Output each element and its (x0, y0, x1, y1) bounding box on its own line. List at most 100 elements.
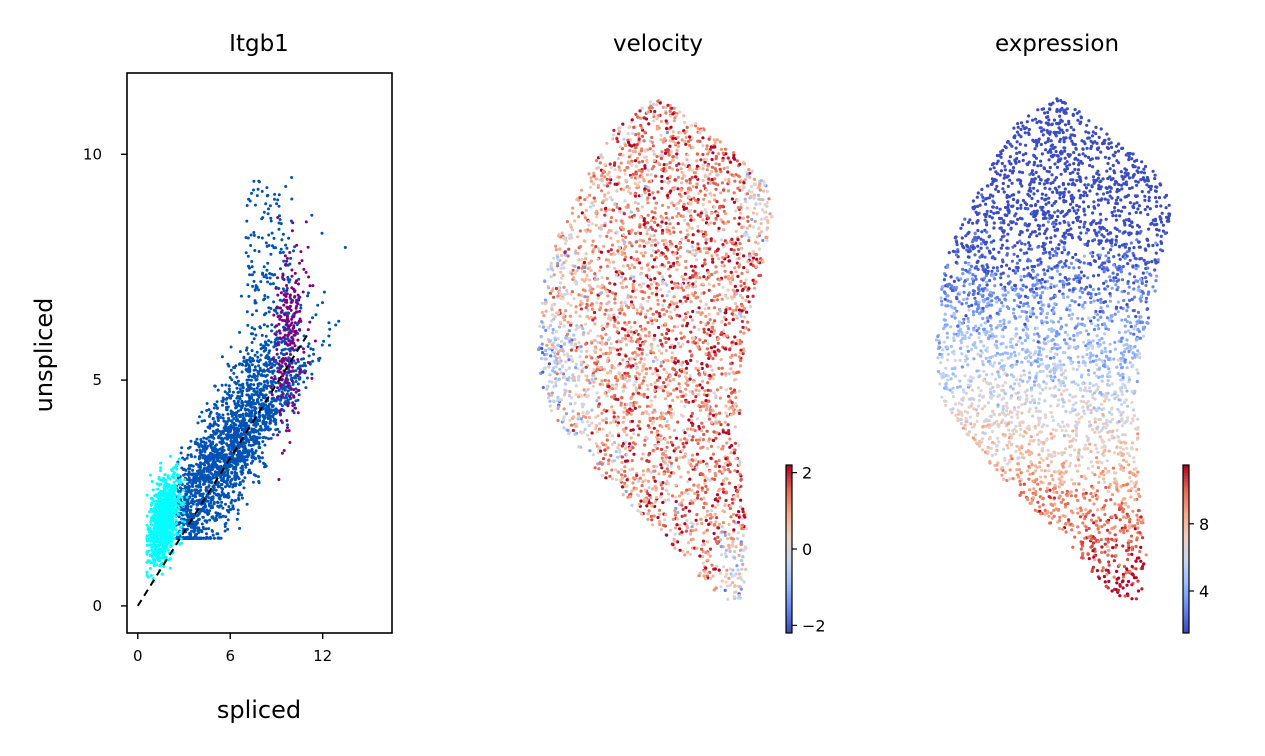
p2-point (563, 382, 568, 386)
itgb1-point (152, 535, 156, 538)
itgb1-points (145, 176, 347, 583)
itgb1-point (163, 473, 167, 476)
itgb1-point (214, 453, 218, 457)
p2-point (683, 513, 687, 518)
itgb1-point (179, 451, 183, 455)
itgb1-point (244, 441, 247, 445)
p2-point (650, 135, 654, 140)
p2-point (720, 525, 724, 529)
itgb1-point (211, 416, 215, 420)
itgb1-point (149, 473, 152, 477)
itgb1-point (233, 380, 237, 384)
itgb1-point (213, 462, 217, 466)
p2-point (742, 232, 747, 236)
p2-point (718, 571, 723, 575)
itgb1-point (251, 284, 255, 288)
p2-point (562, 426, 566, 430)
itgb1-point (212, 476, 216, 480)
itgb1-point (180, 519, 184, 523)
p2-point (578, 229, 582, 233)
p2-point (715, 298, 720, 302)
itgb1-point (273, 332, 277, 336)
itgb1-point (270, 329, 274, 333)
p2-point (655, 310, 659, 314)
itgb1-point (259, 398, 263, 402)
itgb1-point (236, 462, 240, 466)
itgb1-point (160, 572, 164, 576)
itgb1-point (285, 246, 289, 250)
itgb1-point (272, 300, 276, 304)
itgb1-point (146, 575, 150, 579)
itgb1-point (193, 455, 197, 459)
itgb1-point (234, 419, 238, 422)
p2-point (609, 248, 613, 252)
itgb1-point (276, 386, 280, 390)
itgb1-point (276, 293, 280, 297)
itgb1-point (296, 338, 300, 342)
itgb1-point (209, 455, 213, 459)
itgb1-point (244, 251, 248, 255)
p2-point (681, 507, 685, 511)
p2-point (573, 219, 577, 223)
p2-point (643, 225, 647, 229)
panel-title-itgb1: Itgb1 (229, 31, 289, 57)
itgb1-point (280, 238, 284, 242)
p2-point (660, 437, 664, 442)
p2-point (600, 189, 604, 193)
itgb1-point (180, 446, 184, 450)
itgb1-point (187, 476, 191, 480)
p2-point (713, 205, 717, 209)
p2-point (646, 299, 650, 303)
p2-point (671, 130, 675, 134)
itgb1-point (238, 330, 242, 334)
itgb1-point (253, 299, 257, 303)
p2-point (695, 463, 699, 467)
p2-point (549, 275, 553, 279)
itgb1-point (232, 417, 236, 421)
p2-point (577, 375, 581, 379)
p2-point (664, 377, 669, 381)
itgb1-point (239, 294, 243, 298)
p2-point (741, 555, 745, 559)
itgb1-point (167, 485, 171, 489)
p2-point (580, 431, 584, 435)
itgb1-point (248, 387, 252, 391)
itgb1-point (311, 284, 315, 288)
p2-point (632, 452, 636, 456)
itgb1-point (207, 469, 211, 473)
itgb1-point (250, 409, 254, 413)
p2-point (620, 473, 624, 477)
itgb1-point (279, 247, 283, 251)
itgb1-point (202, 527, 206, 531)
p2-point (607, 389, 611, 393)
p2-point (667, 305, 671, 309)
itgb1-point (266, 357, 270, 361)
itgb1-point (277, 287, 281, 290)
itgb1-point (264, 273, 268, 277)
p2-point (605, 438, 609, 442)
p2-point (571, 206, 575, 210)
itgb1-point (177, 500, 181, 504)
itgb1-point (257, 432, 261, 436)
itgb1-point (240, 394, 244, 398)
p2-point (648, 366, 652, 370)
p2-point (669, 244, 673, 248)
p2-point (680, 176, 684, 181)
itgb1-point (280, 340, 284, 344)
itgb1-point (228, 508, 232, 511)
p2-point (604, 206, 608, 210)
p2-point (722, 565, 726, 569)
p2-point (581, 327, 585, 331)
p2-point (636, 509, 640, 513)
p2-point (662, 381, 666, 385)
itgb1-point (207, 496, 211, 500)
itgb1-point (211, 515, 215, 519)
p2-point (578, 314, 582, 318)
p2-point (690, 438, 694, 442)
itgb1-point (160, 503, 164, 507)
p2-point (642, 139, 646, 143)
itgb1-point (266, 295, 270, 299)
p2-point (624, 489, 628, 494)
itgb1-point (228, 475, 231, 479)
itgb1-point (182, 496, 186, 500)
